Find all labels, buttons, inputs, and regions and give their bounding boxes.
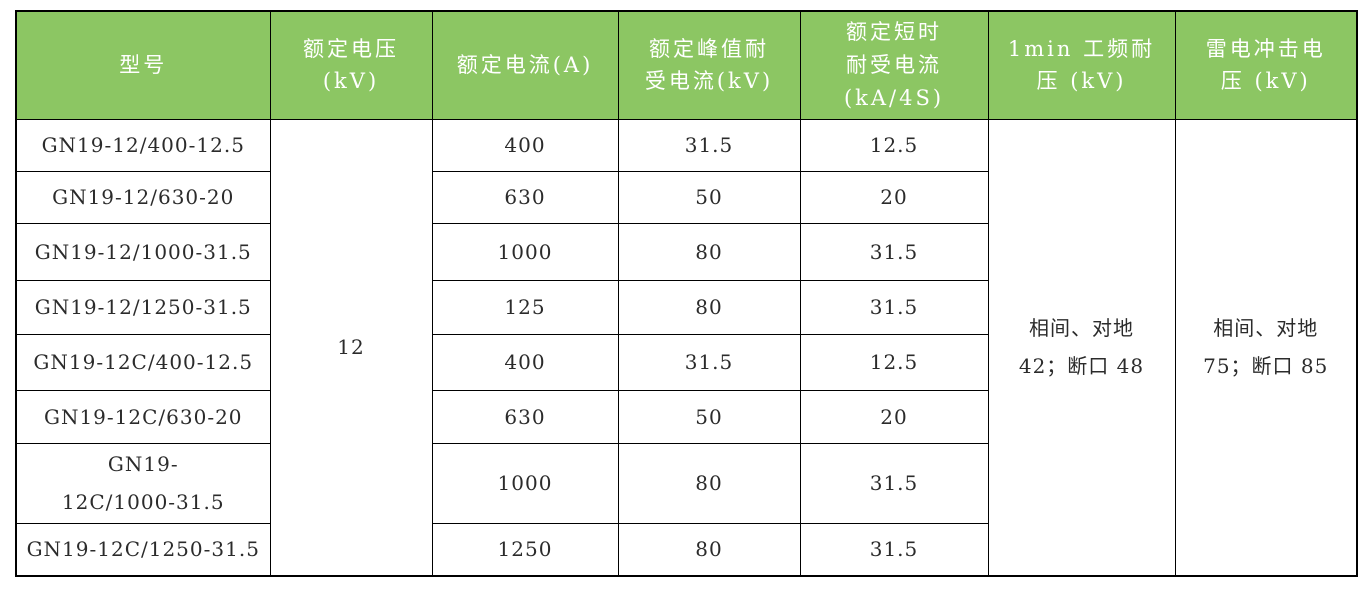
short-time-cell: 31.5 (799, 522, 989, 577)
header-short-time-current: 额定短时 耐受电流 (kA/4S) (799, 10, 989, 120)
header-rated-voltage: 额定电压 (kV) (269, 10, 433, 120)
current-cell: 630 (431, 170, 619, 224)
short-time-cell: 31.5 (799, 442, 989, 524)
header-rated-current: 额定电流(A) (431, 10, 619, 120)
current-cell: 400 (431, 118, 619, 172)
peak-current-cell: 80 (617, 442, 801, 524)
peak-current-cell: 80 (617, 222, 801, 281)
short-time-cell: 12.5 (799, 333, 989, 391)
table-row: GN19-12/400-12.5 12 400 31.5 12.5 相间、对地 … (15, 118, 1358, 577)
peak-current-cell: 50 (617, 389, 801, 444)
current-cell: 125 (431, 279, 619, 335)
table-row: GN19-12/1250-31.5 125 80 31.5 (15, 279, 1357, 335)
peak-current-cell: 80 (617, 522, 801, 577)
header-power-freq-withstand: 1min 工频耐 压 (kV) (987, 10, 1176, 120)
model-cell: GN19-12C/400-12.5 (15, 333, 271, 391)
current-cell: 1000 (431, 442, 619, 524)
table-row: GN19-12C/630-20 630 50 20 (15, 389, 1357, 444)
model-cell: GN19- 12C/1000-31.5 (15, 442, 271, 524)
current-cell: 400 (431, 333, 619, 391)
current-cell: 630 (431, 389, 619, 444)
spec-table: 型号 额定电压 (kV) 额定电流(A) 额定峰值耐 受电流(kV) 额定短时 … (15, 10, 1358, 577)
header-peak-withstand-current: 额定峰值耐 受电流(kV) (617, 10, 801, 120)
table-row: GN19-12C/400-12.5 400 31.5 12.5 (15, 333, 1357, 391)
peak-current-cell: 80 (617, 279, 801, 335)
short-time-cell: 31.5 (799, 279, 989, 335)
model-cell: GN19-12/630-20 (15, 170, 271, 224)
lightning-merged-cell: 相间、对地 75；断口 85 (1174, 118, 1358, 577)
peak-current-cell: 31.5 (617, 333, 801, 391)
header-row: 型号 额定电压 (kV) 额定电流(A) 额定峰值耐 受电流(kV) 额定短时 … (15, 10, 1358, 120)
peak-current-cell: 50 (617, 170, 801, 224)
peak-current-cell: 31.5 (617, 118, 801, 172)
short-time-cell: 20 (799, 389, 989, 444)
short-time-cell: 31.5 (799, 222, 989, 281)
current-cell: 1250 (431, 522, 619, 577)
table-row: GN19- 12C/1000-31.5 1000 80 31.5 (15, 442, 1357, 524)
power-freq-merged-cell: 相间、对地 42；断口 48 (987, 118, 1176, 577)
header-model: 型号 (15, 10, 271, 120)
rated-voltage-merged-cell: 12 (269, 118, 433, 577)
model-cell: GN19-12C/1250-31.5 (15, 522, 271, 577)
short-time-cell: 20 (799, 170, 989, 224)
model-cell: GN19-12/400-12.5 (15, 118, 271, 172)
short-time-cell: 12.5 (799, 118, 989, 172)
model-cell: GN19-12/1250-31.5 (15, 279, 271, 335)
header-lightning-impulse: 雷电冲击电 压 (kV) (1174, 10, 1358, 120)
model-cell: GN19-12/1000-31.5 (15, 222, 271, 281)
model-cell: GN19-12C/630-20 (15, 389, 271, 444)
current-cell: 1000 (431, 222, 619, 281)
table-row: GN19-12C/1250-31.5 1250 80 31.5 (15, 522, 1357, 577)
